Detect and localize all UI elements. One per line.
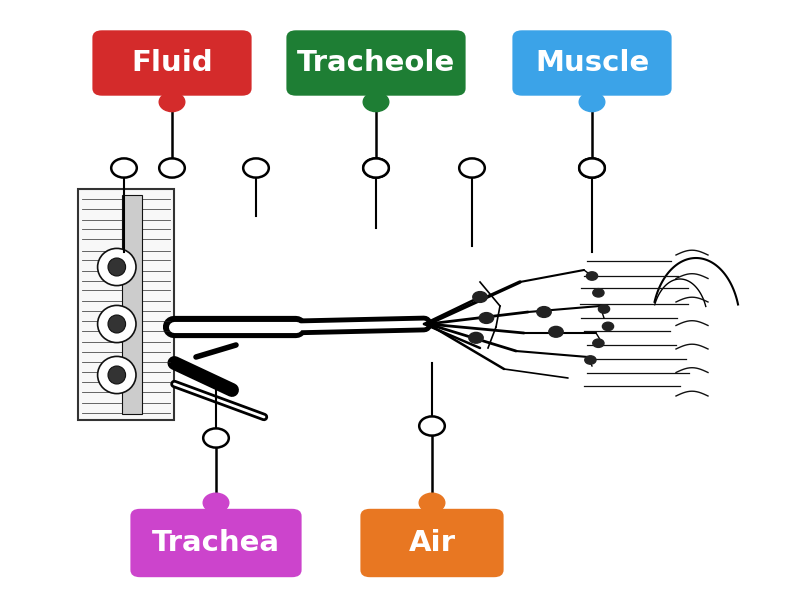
Text: Muscle: Muscle (535, 49, 649, 77)
Circle shape (479, 313, 494, 323)
Circle shape (243, 158, 269, 178)
Text: Air: Air (409, 529, 455, 557)
Circle shape (593, 289, 604, 297)
Circle shape (593, 339, 604, 347)
Circle shape (586, 272, 598, 280)
Circle shape (598, 305, 610, 313)
FancyBboxPatch shape (122, 195, 142, 414)
Circle shape (537, 307, 551, 317)
Circle shape (203, 428, 229, 448)
Circle shape (473, 292, 487, 302)
Circle shape (419, 493, 445, 512)
Circle shape (363, 158, 389, 178)
Ellipse shape (98, 356, 136, 394)
Circle shape (111, 158, 137, 178)
Circle shape (579, 158, 605, 178)
Ellipse shape (108, 315, 126, 333)
Circle shape (469, 332, 483, 343)
Text: Tracheole: Tracheole (297, 49, 455, 77)
Circle shape (419, 416, 445, 436)
Circle shape (363, 158, 389, 178)
Circle shape (159, 92, 185, 112)
Ellipse shape (98, 248, 136, 286)
Circle shape (585, 356, 596, 364)
FancyBboxPatch shape (93, 30, 251, 95)
Text: Trachea: Trachea (152, 529, 280, 557)
Circle shape (363, 92, 389, 112)
Text: Fluid: Fluid (131, 49, 213, 77)
FancyBboxPatch shape (361, 509, 504, 577)
Circle shape (159, 158, 185, 178)
Ellipse shape (98, 305, 136, 343)
FancyBboxPatch shape (130, 509, 302, 577)
Circle shape (602, 322, 614, 331)
Circle shape (549, 326, 563, 337)
FancyBboxPatch shape (512, 30, 671, 95)
Ellipse shape (108, 366, 126, 384)
Ellipse shape (108, 258, 126, 276)
FancyBboxPatch shape (286, 30, 466, 95)
FancyBboxPatch shape (78, 189, 174, 420)
Circle shape (579, 92, 605, 112)
Circle shape (203, 493, 229, 512)
Circle shape (579, 158, 605, 178)
Circle shape (459, 158, 485, 178)
